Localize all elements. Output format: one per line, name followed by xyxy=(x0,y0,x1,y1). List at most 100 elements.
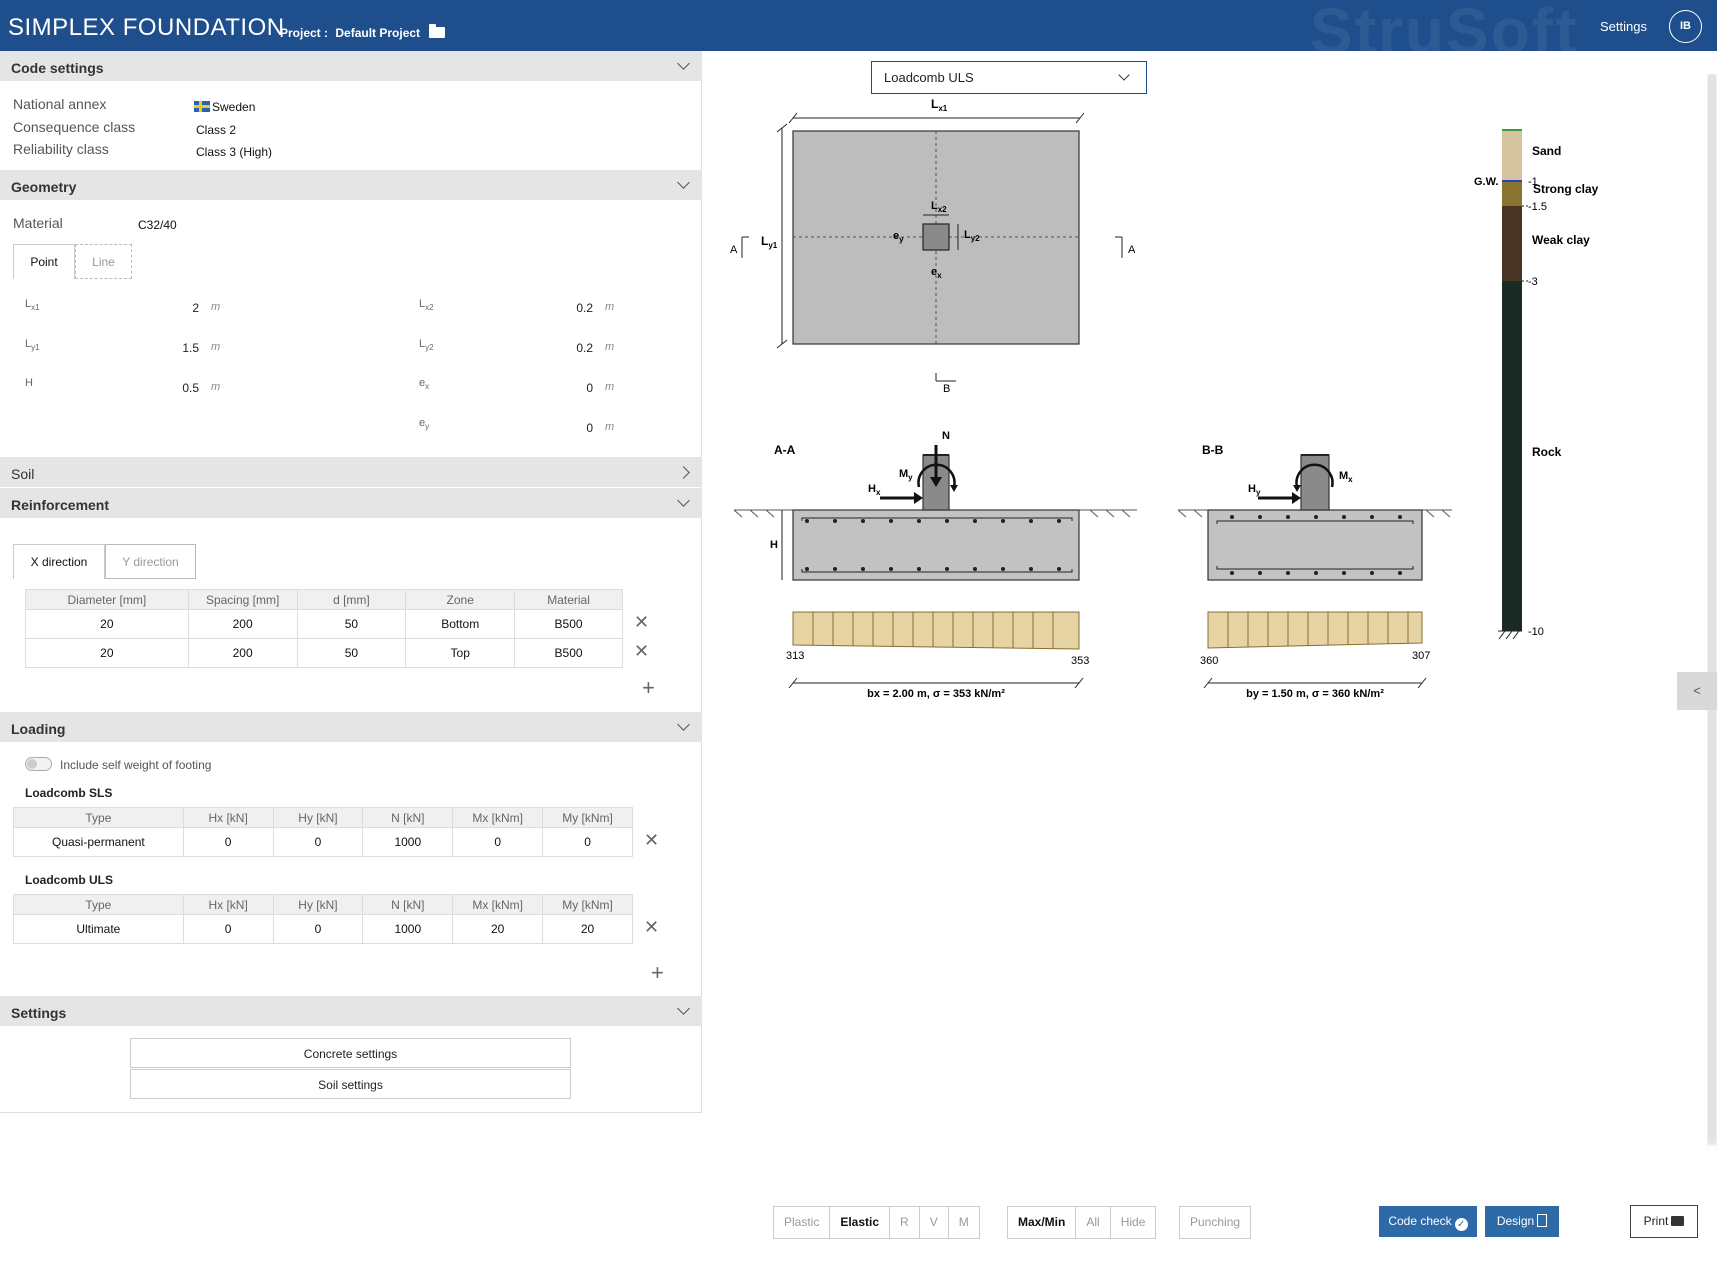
add-loadcomb-icon[interactable]: + xyxy=(651,960,664,985)
code-check-label: Code check xyxy=(1388,1214,1452,1228)
material-cell[interactable]: B500 xyxy=(514,638,623,668)
project-indicator[interactable]: Project : Default Project xyxy=(280,24,446,40)
self-weight-toggle[interactable] xyxy=(25,757,52,771)
col-type: Type xyxy=(13,894,184,915)
uls-header-row: Type Hx [kN] Hy [kN] N [kN] Mx [kNm] My … xyxy=(13,894,633,915)
pressure-diagram-bb xyxy=(1207,611,1423,649)
vertical-scrollbar[interactable] xyxy=(1707,74,1717,1146)
hx-cell[interactable]: 0 xyxy=(182,827,274,857)
v-button[interactable]: V xyxy=(918,1206,949,1239)
material-label: Material xyxy=(13,215,63,231)
loadcomb-select-value: Loadcomb ULS xyxy=(884,70,974,85)
spacing-cell[interactable]: 200 xyxy=(187,609,298,639)
ex-symbol: ex xyxy=(419,377,430,392)
hx-force-label: Hx xyxy=(868,483,881,497)
lx1-unit: m xyxy=(211,301,221,313)
col-n: N [kN] xyxy=(362,894,454,915)
delete-row-icon[interactable]: ✕ xyxy=(644,830,660,850)
material-cell[interactable]: B500 xyxy=(514,609,623,639)
soil-layer-sand xyxy=(1502,131,1522,181)
col-material: Material xyxy=(514,589,623,610)
loading-header[interactable]: Loading xyxy=(0,712,702,742)
print-button[interactable]: Print xyxy=(1630,1205,1698,1238)
reliability-class-value[interactable]: Class 3 (High) xyxy=(196,145,273,159)
settings-link[interactable]: Settings xyxy=(1600,19,1647,34)
collapse-side-panel-button[interactable]: < xyxy=(1677,672,1717,710)
ly1-input[interactable]: 1.5 xyxy=(182,341,199,355)
mx-cell[interactable]: 20 xyxy=(452,914,544,944)
geometry-header[interactable]: Geometry xyxy=(0,170,702,200)
diameter-cell[interactable]: 20 xyxy=(25,609,189,639)
code-settings-header[interactable]: Code settings xyxy=(0,51,702,81)
diameter-cell[interactable]: 20 xyxy=(25,638,189,668)
material-value[interactable]: C32/40 xyxy=(138,218,177,232)
col-my: My [kNm] xyxy=(542,807,633,828)
d-cell[interactable]: 50 xyxy=(296,609,407,639)
ly2-input[interactable]: 0.2 xyxy=(576,341,593,355)
user-avatar[interactable]: IB xyxy=(1669,10,1702,43)
punching-button[interactable]: Punching xyxy=(1179,1206,1252,1239)
r-button[interactable]: R xyxy=(889,1206,920,1239)
reinforcement-header[interactable]: Reinforcement xyxy=(0,488,702,518)
tab-x-direction[interactable]: X direction xyxy=(13,544,105,579)
hy-cell[interactable]: 0 xyxy=(272,914,364,944)
dimension-label-aa: bx = 2.00 m, σ = 353 kN/m² xyxy=(867,688,1005,700)
n-force-label: N xyxy=(942,430,950,442)
ey-unit: m xyxy=(605,421,615,433)
mx-cell[interactable]: 0 xyxy=(452,827,544,857)
folder-open-icon[interactable] xyxy=(429,24,446,38)
tab-point[interactable]: Point xyxy=(13,244,75,279)
tab-y-direction[interactable]: Y direction xyxy=(105,544,196,579)
n-cell[interactable]: 1000 xyxy=(362,914,454,944)
zone-cell[interactable]: Top xyxy=(405,638,516,668)
tab-line[interactable]: Line xyxy=(75,244,132,279)
m-button[interactable]: M xyxy=(947,1206,980,1239)
left-panel: Code settings National annex Sweden Cons… xyxy=(0,51,702,1113)
col-hx: Hx [kN] xyxy=(182,894,274,915)
col-hy: Hy [kN] xyxy=(272,807,364,828)
spacing-cell[interactable]: 200 xyxy=(187,638,298,668)
concrete-settings-button[interactable]: Concrete settings xyxy=(130,1038,571,1068)
h-unit: m xyxy=(211,381,221,393)
my-cell[interactable]: 20 xyxy=(542,914,633,944)
type-cell[interactable]: Ultimate xyxy=(13,914,184,944)
max-min-button[interactable]: Max/Min xyxy=(1007,1206,1077,1239)
col-n: N [kN] xyxy=(362,807,454,828)
hx-cell[interactable]: 0 xyxy=(182,914,274,944)
settings-header[interactable]: Settings xyxy=(0,996,702,1026)
n-cell[interactable]: 1000 xyxy=(362,827,454,857)
loadcomb-select[interactable]: Loadcomb ULS xyxy=(871,61,1147,94)
plan-view: Lx1 Lx2 Ly2 ey ex Ly1 A A B xyxy=(730,97,1136,395)
hy-cell[interactable]: 0 xyxy=(272,827,364,857)
hide-button[interactable]: Hide xyxy=(1109,1206,1157,1239)
soil-header[interactable]: Soil xyxy=(0,457,702,487)
my-cell[interactable]: 0 xyxy=(542,827,633,857)
ex-input[interactable]: 0 xyxy=(586,381,593,395)
section-a-left-label: A xyxy=(730,244,738,256)
layer-label-strong-clay: Strong clay xyxy=(1533,182,1599,196)
national-annex-value[interactable]: Sweden xyxy=(194,100,255,114)
level-label: -1 xyxy=(1528,176,1538,188)
ey-input[interactable]: 0 xyxy=(586,421,593,435)
design-button[interactable]: Design xyxy=(1485,1206,1559,1237)
delete-row-icon[interactable]: ✕ xyxy=(644,917,660,937)
zone-cell[interactable]: Bottom xyxy=(405,609,516,639)
layer-label-rock: Rock xyxy=(1532,445,1562,459)
all-button[interactable]: All xyxy=(1075,1206,1111,1239)
section-a-right-label: A xyxy=(1128,244,1136,256)
elastic-button[interactable]: Elastic xyxy=(829,1206,891,1239)
lx1-input[interactable]: 2 xyxy=(192,301,199,315)
delete-row-icon[interactable]: ✕ xyxy=(634,612,650,632)
add-reinforcement-icon[interactable]: + xyxy=(642,675,655,700)
code-check-button[interactable]: Code check ✓ xyxy=(1379,1206,1477,1237)
table-row: Ultimate 0 0 1000 20 20 xyxy=(13,914,633,944)
reinforcement-table: Diameter [mm] Spacing [mm] d [mm] Zone M… xyxy=(25,589,623,668)
soil-settings-button[interactable]: Soil settings xyxy=(130,1069,571,1099)
plastic-button[interactable]: Plastic xyxy=(773,1206,831,1239)
type-cell[interactable]: Quasi-permanent xyxy=(13,827,184,857)
lx2-input[interactable]: 0.2 xyxy=(576,301,593,315)
h-input[interactable]: 0.5 xyxy=(182,381,199,395)
delete-row-icon[interactable]: ✕ xyxy=(634,641,650,661)
d-cell[interactable]: 50 xyxy=(296,638,407,668)
consequence-class-value[interactable]: Class 2 xyxy=(196,123,237,137)
